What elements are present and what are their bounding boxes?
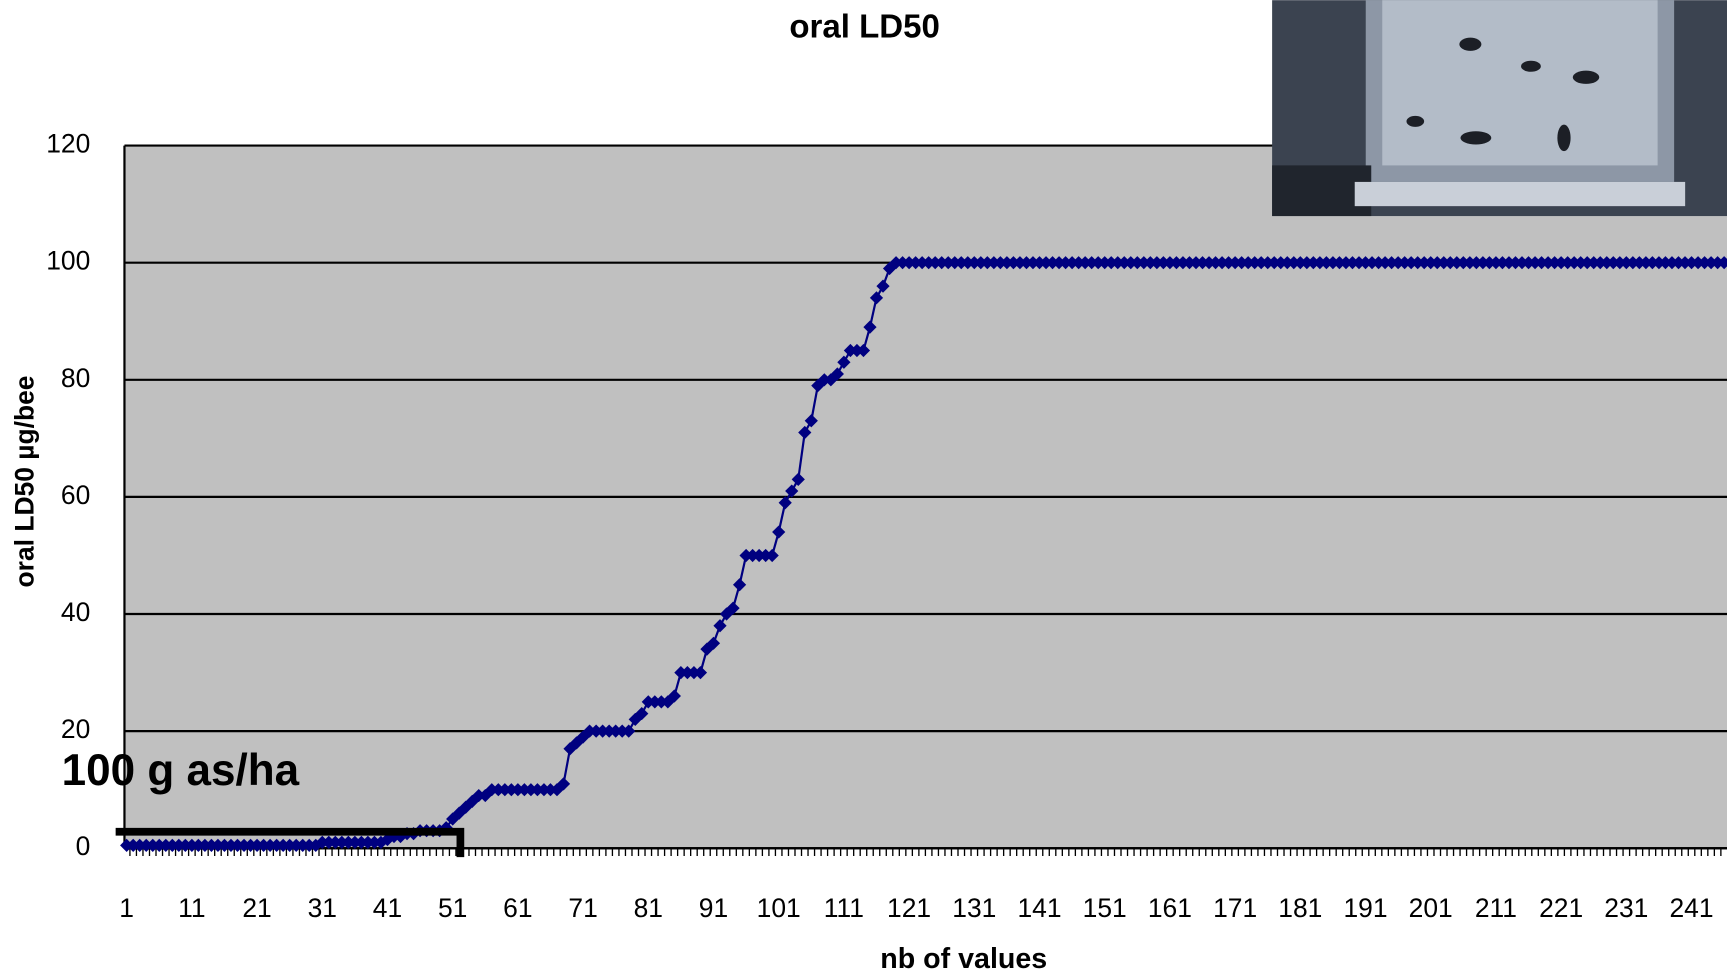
chart: oral LD50 nb of values oral LD50 µg/bee … xyxy=(0,0,1727,974)
photo xyxy=(1272,0,1727,216)
x-tick-label: 71 xyxy=(568,893,597,923)
x-tick-label: 171 xyxy=(1213,893,1257,923)
y-axis-label: oral LD50 µg/bee xyxy=(9,376,39,588)
y-tick-label: 60 xyxy=(61,480,90,510)
bee xyxy=(1521,61,1541,72)
x-tick-label: 221 xyxy=(1539,893,1583,923)
chart-title: oral LD50 xyxy=(789,9,940,46)
photo-base xyxy=(1355,182,1685,206)
x-tick-label: 181 xyxy=(1278,893,1322,923)
x-tick-label: 101 xyxy=(757,893,801,923)
x-tick-label: 241 xyxy=(1669,893,1713,923)
annotation: 100 g as/ha xyxy=(62,746,300,795)
bee xyxy=(1460,131,1491,144)
x-tick-label: 231 xyxy=(1604,893,1648,923)
bee xyxy=(1573,71,1599,84)
x-tick-label: 131 xyxy=(952,893,996,923)
x-tick-label: 121 xyxy=(887,893,931,923)
x-tick-label: 151 xyxy=(1083,893,1127,923)
bee xyxy=(1459,38,1481,51)
x-tick-label: 91 xyxy=(699,893,728,923)
x-tick-label: 141 xyxy=(1017,893,1061,923)
x-tick-label: 21 xyxy=(242,893,271,923)
x-tick-label: 1 xyxy=(119,893,134,923)
photo-glass xyxy=(1382,0,1657,165)
x-tick-label: 111 xyxy=(824,893,864,923)
bee xyxy=(1406,116,1424,127)
y-tick-label: 100 xyxy=(46,246,90,276)
x-tick-label: 31 xyxy=(308,893,337,923)
x-tick-label: 51 xyxy=(438,893,467,923)
y-tick-label: 80 xyxy=(61,363,90,393)
page: {"chart_data": {"type": "line", "title":… xyxy=(0,0,1727,974)
x-tick-label: 161 xyxy=(1148,893,1192,923)
x-tick-label: 191 xyxy=(1343,893,1387,923)
y-tick-label: 20 xyxy=(61,714,90,744)
x-tick-label: 81 xyxy=(634,893,663,923)
y-tick-label: 40 xyxy=(61,597,90,627)
bee xyxy=(1557,125,1570,151)
x-tick-label: 211 xyxy=(1475,893,1517,923)
x-tick-label: 61 xyxy=(503,893,532,923)
x-axis-label: nb of values xyxy=(880,943,1047,974)
x-tick-label: 41 xyxy=(373,893,402,923)
x-tick-label: 11 xyxy=(178,893,205,923)
x-tick-label: 201 xyxy=(1409,893,1453,923)
y-tick-label: 120 xyxy=(46,129,90,159)
x-tick-marks xyxy=(130,848,1721,856)
y-tick-label: 0 xyxy=(76,831,91,861)
